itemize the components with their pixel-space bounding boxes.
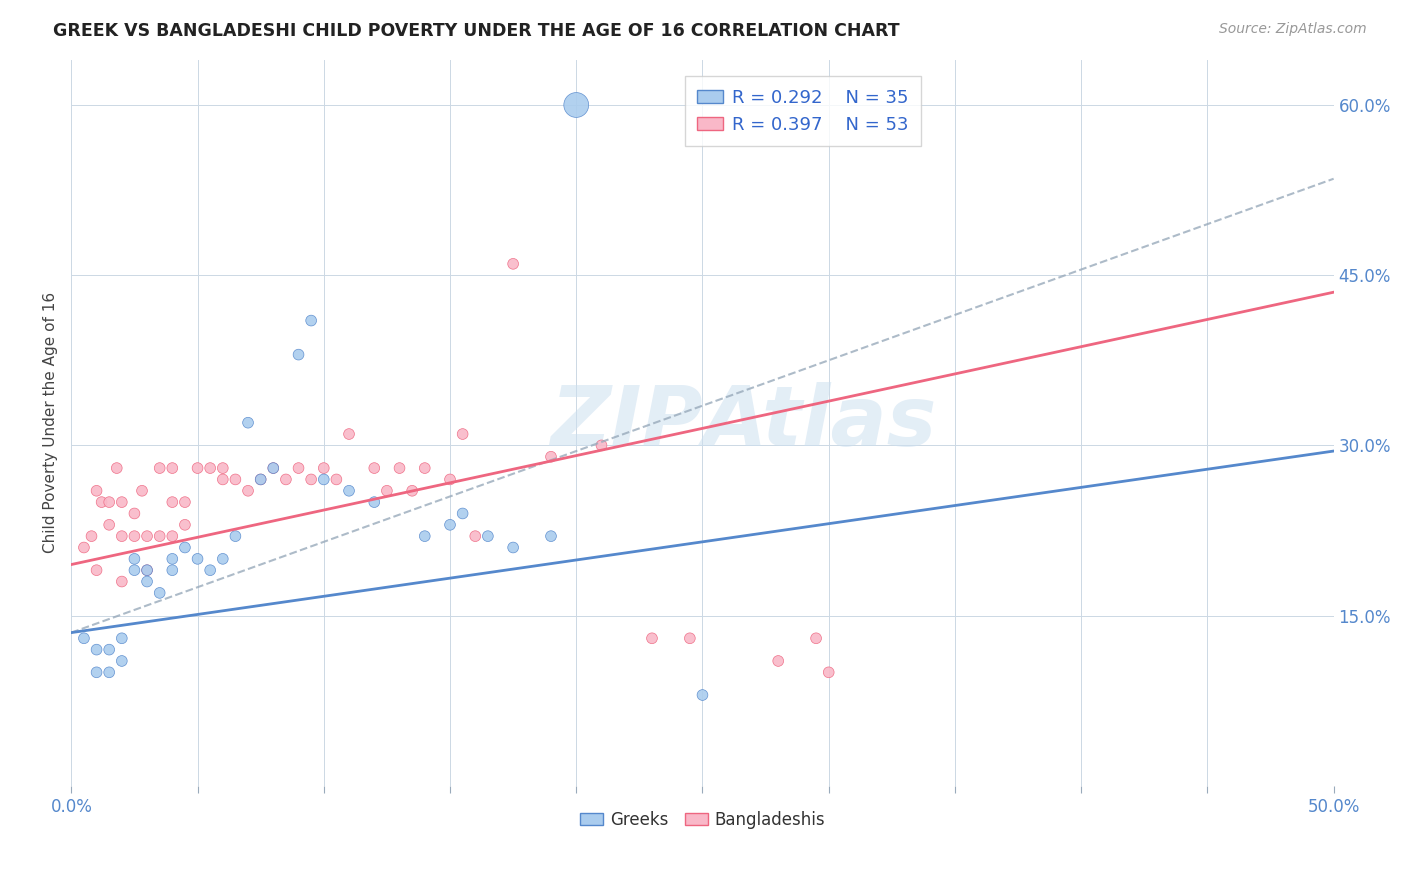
Point bbox=[111, 654, 134, 668]
Point bbox=[162, 563, 184, 577]
Point bbox=[198, 563, 221, 577]
Point bbox=[337, 483, 360, 498]
Point bbox=[464, 529, 486, 543]
Point bbox=[98, 517, 121, 532]
Text: Source: ZipAtlas.com: Source: ZipAtlas.com bbox=[1219, 22, 1367, 37]
Point bbox=[325, 472, 347, 486]
Point bbox=[641, 632, 664, 646]
Point bbox=[162, 529, 184, 543]
Point bbox=[375, 483, 398, 498]
Point bbox=[86, 665, 108, 680]
Legend: Greeks, Bangladeshis: Greeks, Bangladeshis bbox=[574, 805, 832, 836]
Point bbox=[337, 427, 360, 442]
Point bbox=[224, 472, 246, 486]
Point bbox=[80, 529, 103, 543]
Point bbox=[98, 495, 121, 509]
Point bbox=[692, 688, 714, 702]
Point bbox=[766, 654, 789, 668]
Point bbox=[149, 529, 172, 543]
Point bbox=[111, 529, 134, 543]
Point bbox=[451, 507, 474, 521]
Point bbox=[439, 517, 461, 532]
Point bbox=[174, 517, 197, 532]
Point bbox=[413, 529, 436, 543]
Point bbox=[111, 632, 134, 646]
Point bbox=[73, 541, 96, 555]
Point bbox=[262, 461, 284, 475]
Point bbox=[105, 461, 128, 475]
Point bbox=[388, 461, 411, 475]
Point bbox=[111, 495, 134, 509]
Point bbox=[439, 472, 461, 486]
Point bbox=[136, 529, 159, 543]
Y-axis label: Child Poverty Under the Age of 16: Child Poverty Under the Age of 16 bbox=[44, 293, 58, 553]
Point bbox=[111, 574, 134, 589]
Point bbox=[98, 642, 121, 657]
Point bbox=[187, 461, 209, 475]
Text: ZIP: ZIP bbox=[550, 382, 703, 463]
Point bbox=[299, 472, 322, 486]
Point bbox=[149, 461, 172, 475]
Point bbox=[124, 552, 146, 566]
Point bbox=[540, 529, 562, 543]
Point bbox=[211, 552, 233, 566]
Point bbox=[211, 472, 233, 486]
Point bbox=[124, 507, 146, 521]
Point bbox=[162, 495, 184, 509]
Text: GREEK VS BANGLADESHI CHILD POVERTY UNDER THE AGE OF 16 CORRELATION CHART: GREEK VS BANGLADESHI CHILD POVERTY UNDER… bbox=[53, 22, 900, 40]
Point bbox=[287, 461, 309, 475]
Point bbox=[591, 438, 613, 452]
Point bbox=[363, 461, 385, 475]
Point bbox=[299, 313, 322, 327]
Point bbox=[249, 472, 271, 486]
Point bbox=[174, 541, 197, 555]
Point bbox=[131, 483, 153, 498]
Point bbox=[804, 632, 827, 646]
Point bbox=[98, 665, 121, 680]
Point bbox=[162, 552, 184, 566]
Point bbox=[540, 450, 562, 464]
Point bbox=[136, 563, 159, 577]
Point bbox=[262, 461, 284, 475]
Point bbox=[413, 461, 436, 475]
Point bbox=[136, 563, 159, 577]
Point bbox=[162, 461, 184, 475]
Point bbox=[86, 642, 108, 657]
Point bbox=[249, 472, 271, 486]
Point bbox=[477, 529, 499, 543]
Point bbox=[174, 495, 197, 509]
Point bbox=[502, 257, 524, 271]
Point bbox=[287, 348, 309, 362]
Point bbox=[363, 495, 385, 509]
Point bbox=[136, 574, 159, 589]
Point bbox=[86, 483, 108, 498]
Point bbox=[451, 427, 474, 442]
Point bbox=[312, 461, 335, 475]
Point bbox=[73, 632, 96, 646]
Point bbox=[86, 563, 108, 577]
Point bbox=[124, 563, 146, 577]
Point bbox=[565, 98, 588, 112]
Text: Atlas: Atlas bbox=[703, 382, 936, 463]
Point bbox=[312, 472, 335, 486]
Point bbox=[502, 541, 524, 555]
Point bbox=[198, 461, 221, 475]
Point bbox=[187, 552, 209, 566]
Point bbox=[224, 529, 246, 543]
Point bbox=[236, 416, 259, 430]
Point bbox=[211, 461, 233, 475]
Point bbox=[124, 529, 146, 543]
Point bbox=[236, 483, 259, 498]
Point bbox=[401, 483, 423, 498]
Point bbox=[274, 472, 297, 486]
Point bbox=[149, 586, 172, 600]
Point bbox=[679, 632, 702, 646]
Point bbox=[817, 665, 839, 680]
Point bbox=[90, 495, 112, 509]
